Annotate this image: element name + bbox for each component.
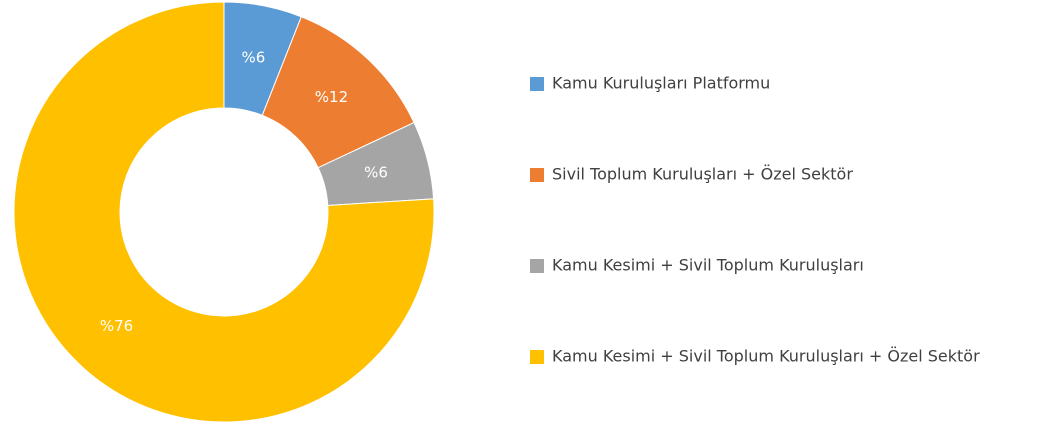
value-label: %76 <box>100 317 133 335</box>
legend-swatch <box>530 77 544 91</box>
legend-swatch <box>530 350 544 364</box>
legend-swatch <box>530 259 544 273</box>
legend-label: Kamu Kuruluşları Platformu <box>552 74 770 93</box>
legend-label: Kamu Kesimi + Sivil Toplum Kuruluşları +… <box>552 347 980 366</box>
legend-label: Kamu Kesimi + Sivil Toplum Kuruluşları <box>552 256 864 275</box>
legend-swatch <box>530 168 544 182</box>
donut-slice <box>13 1 435 423</box>
legend-label: Sivil Toplum Kuruluşları + Özel Sektör <box>552 165 853 184</box>
value-label: %12 <box>315 88 348 106</box>
value-label: %6 <box>242 48 266 66</box>
value-label: %6 <box>364 163 388 181</box>
